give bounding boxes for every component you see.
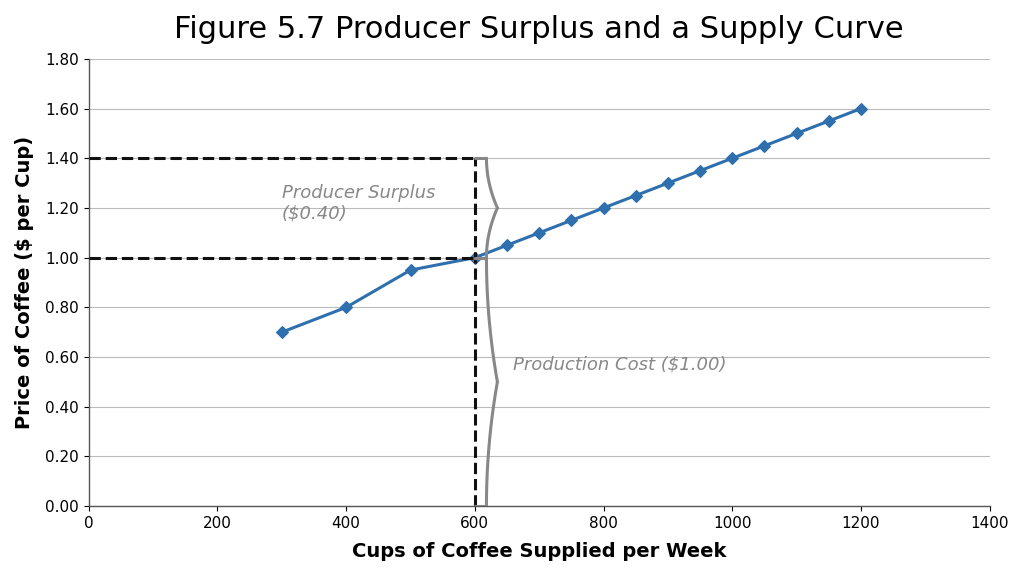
Point [531,228,548,237]
Point [853,104,869,113]
X-axis label: Cups of Coffee Supplied per Week: Cups of Coffee Supplied per Week [352,542,726,561]
Point [402,266,419,275]
Point [724,154,740,163]
Point [338,303,354,312]
Point [628,191,644,200]
Point [563,216,580,225]
Text: Production Cost ($1.00): Production Cost ($1.00) [513,355,727,373]
Point [595,203,611,213]
Point [692,166,709,175]
Y-axis label: Price of Coffee ($ per Cup): Price of Coffee ($ per Cup) [15,136,34,429]
Point [820,116,837,126]
Point [659,179,676,188]
Point [757,141,773,150]
Point [273,328,290,337]
Point [788,129,805,138]
Point [467,253,483,262]
Text: Producer Surplus
($0.40): Producer Surplus ($0.40) [282,184,435,222]
Title: Figure 5.7 Producer Surplus and a Supply Curve: Figure 5.7 Producer Surplus and a Supply… [174,15,904,44]
Point [499,241,515,250]
